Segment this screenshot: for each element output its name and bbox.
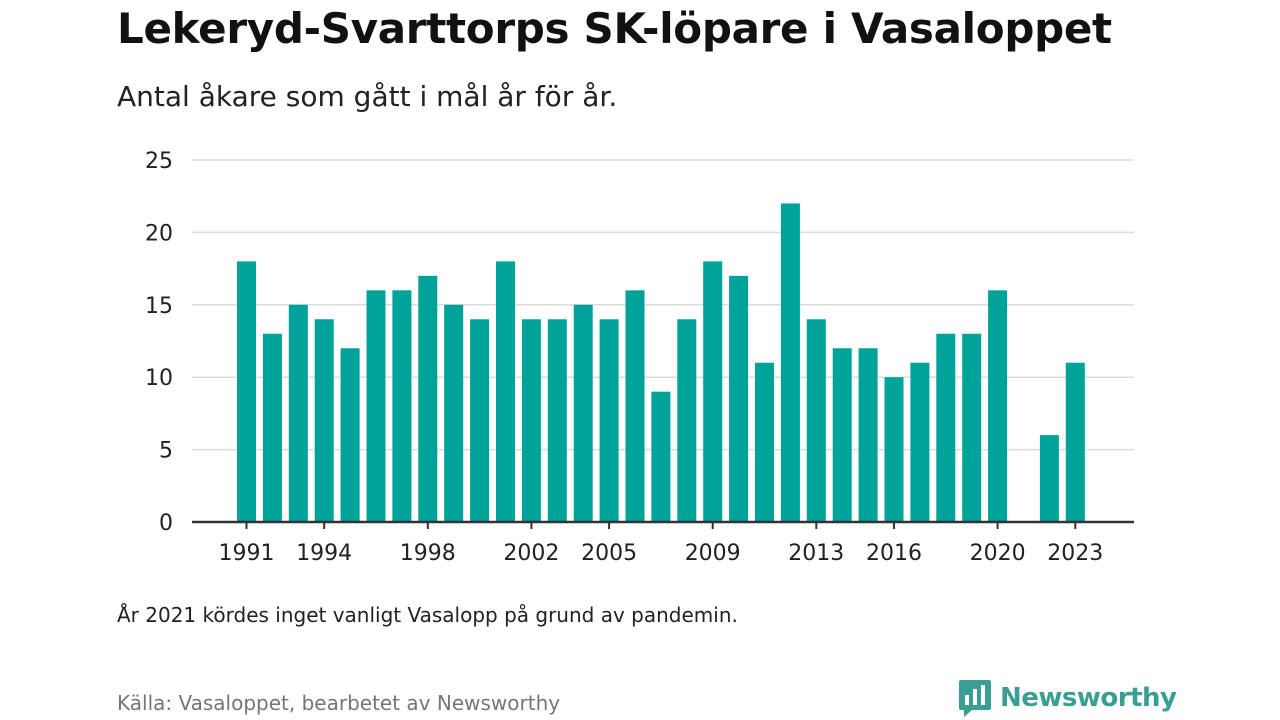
bar-2006[interactable] [625,290,645,522]
bar-1996[interactable] [366,290,386,522]
x-tick-label: 1994 [296,541,352,566]
bar-2001[interactable] [496,261,515,522]
bar-2008[interactable] [677,319,697,522]
bar-1999[interactable] [444,304,464,522]
bar-2023[interactable] [1065,362,1085,522]
bar-2009[interactable] [703,261,723,522]
bar-chart: 0 5 10 15 20 25 1991 1994 1998 2002 2005 2009 2013 20… [145,149,1134,566]
bar-2018[interactable] [936,333,956,522]
x-tick-label: 2023 [1047,541,1103,566]
bar-2005[interactable] [599,319,619,522]
x-tick-label: 2005 [581,541,637,566]
bar-2003[interactable] [547,319,567,522]
bar-2019[interactable] [962,333,982,522]
bar-2004[interactable] [573,304,593,522]
bar-1993[interactable] [288,304,308,522]
x-tick-label: 2016 [866,541,922,566]
x-tick-label: 2009 [685,541,741,566]
x-tick-label: 2020 [970,541,1026,566]
bar-1994[interactable] [314,319,334,522]
chart-subtitle: Antal åkare som gått i mål år för år. [117,80,618,113]
bars [237,203,1085,522]
source-credit: Källa: Vasaloppet, bearbetet av Newswort… [117,691,561,715]
y-tick-label: 25 [145,149,173,174]
y-tick-label: 15 [145,294,173,319]
bar-1997[interactable] [392,290,412,522]
y-tick-label: 0 [159,511,173,536]
bar-2012[interactable] [780,203,800,522]
bar-1995[interactable] [340,348,360,522]
bar-1991[interactable] [237,261,256,522]
bar-2017[interactable] [910,362,930,522]
chart-title: Lekeryd-Svarttorps SK-löpare i Vasaloppe… [117,4,1112,53]
bar-1998[interactable] [418,275,438,522]
bar-2000[interactable] [470,319,490,522]
x-tick-label: 1998 [400,541,456,566]
bar-2022[interactable] [1039,435,1059,522]
newsworthy-logo-icon [959,680,991,717]
bar-2007[interactable] [651,391,671,522]
axes: 0 5 10 15 20 25 1991 1994 1998 2002 2005 2009 2013 20… [145,149,1134,566]
y-tick-label: 5 [159,439,173,464]
x-tick-label: 2013 [788,541,844,566]
bar-2014[interactable] [832,348,852,522]
x-tick-label: 1991 [219,541,275,566]
bar-1992[interactable] [262,333,282,522]
bar-2010[interactable] [729,275,749,522]
y-tick-label: 10 [145,366,173,391]
bar-2013[interactable] [806,319,826,522]
bar-2002[interactable] [521,319,541,522]
x-tick-label: 2002 [503,541,559,566]
brand-name: Newsworthy [1000,683,1177,713]
y-tick-label: 20 [145,221,173,246]
brand-logo[interactable]: Newsworthy [958,678,1177,718]
bar-2016[interactable] [884,377,904,522]
bar-2020[interactable] [988,290,1008,522]
footnote: År 2021 kördes inget vanligt Vasalopp på… [117,603,738,627]
bar-2015[interactable] [858,348,878,522]
bar-2011[interactable] [755,362,774,522]
